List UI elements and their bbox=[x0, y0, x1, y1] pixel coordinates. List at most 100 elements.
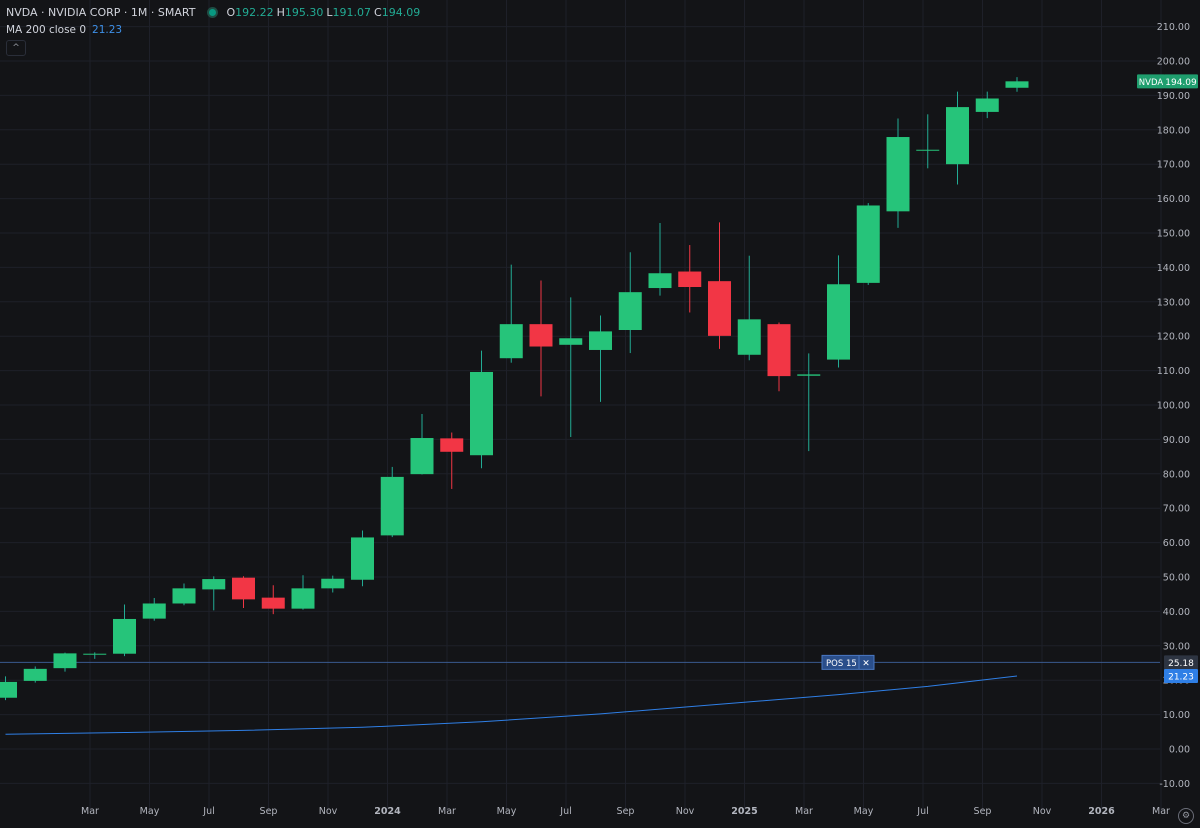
candle[interactable] bbox=[321, 575, 345, 593]
candle-body bbox=[559, 338, 583, 345]
candle-body bbox=[351, 537, 374, 580]
ma200-line bbox=[5, 675, 1018, 735]
candle[interactable] bbox=[618, 252, 642, 354]
candle[interactable] bbox=[559, 297, 583, 437]
candle[interactable] bbox=[291, 575, 315, 610]
time-tick-label: Mar bbox=[438, 806, 456, 817]
candle[interactable] bbox=[648, 223, 672, 296]
open-value: 192.22 bbox=[235, 6, 274, 19]
candle[interactable] bbox=[23, 666, 47, 683]
candle-body bbox=[23, 668, 47, 681]
chart-legend-header: NVDA · NVIDIA CORP · 1M · SMART O 192.22 … bbox=[6, 6, 423, 19]
price-tick-label: 170.00 bbox=[1157, 160, 1190, 171]
candle[interactable] bbox=[767, 322, 791, 392]
time-tick-label: Mar bbox=[81, 806, 99, 817]
candle[interactable] bbox=[708, 222, 731, 349]
last-price-label: NVDA 194.09 bbox=[1137, 74, 1198, 89]
candle[interactable] bbox=[0, 676, 17, 701]
candle-body bbox=[380, 476, 404, 536]
time-tick-label: 2026 bbox=[1088, 806, 1115, 817]
candle[interactable] bbox=[261, 585, 285, 615]
candle[interactable] bbox=[975, 91, 999, 119]
indicator-legend[interactable]: MA 200 close 0 21.23 bbox=[6, 24, 122, 36]
time-tick-label: Jul bbox=[916, 806, 928, 817]
open-label: O bbox=[226, 6, 236, 19]
time-tick-label: May bbox=[854, 806, 874, 817]
time-axis[interactable]: Mar May Jul Sep Nov 2024 Mar May Jul Sep Nov 2025 Ma… bbox=[81, 806, 1170, 817]
candle-body bbox=[827, 284, 850, 360]
candle-body bbox=[142, 603, 166, 619]
low-label: L bbox=[326, 6, 333, 19]
close-icon[interactable]: ✕ bbox=[862, 659, 870, 669]
candle[interactable] bbox=[946, 91, 969, 185]
candle[interactable] bbox=[529, 280, 553, 397]
candle-body bbox=[172, 588, 196, 604]
time-tick-label: Sep bbox=[617, 806, 635, 817]
symbol-title[interactable]: NVDA · NVIDIA CORP · 1M · SMART bbox=[6, 6, 196, 19]
candle-body bbox=[113, 618, 136, 654]
candle-body bbox=[53, 653, 77, 669]
candle-body bbox=[737, 319, 761, 355]
price-tick-label: 10.00 bbox=[1163, 710, 1190, 721]
price-labels: NVDA 194.09 25.18 21.23 bbox=[1137, 74, 1198, 683]
candle[interactable] bbox=[856, 203, 880, 285]
close-label: C bbox=[374, 6, 382, 19]
high-label: H bbox=[276, 6, 285, 19]
price-tick-label: 110.00 bbox=[1157, 366, 1190, 377]
candle[interactable] bbox=[380, 466, 404, 538]
candle-body bbox=[529, 324, 553, 347]
candle[interactable] bbox=[589, 315, 612, 402]
position-price-label: 25.18 bbox=[1164, 655, 1198, 670]
gear-icon[interactable]: ⚙ bbox=[1178, 808, 1194, 824]
close-value: 194.09 bbox=[381, 6, 421, 19]
candle[interactable] bbox=[916, 114, 940, 169]
candle-body bbox=[708, 281, 731, 336]
candle[interactable] bbox=[1005, 77, 1029, 92]
time-tick-label: 2024 bbox=[374, 806, 401, 817]
last-price-label-box bbox=[1164, 74, 1198, 89]
candle[interactable] bbox=[53, 652, 77, 672]
price-tick-label: 80.00 bbox=[1163, 469, 1190, 480]
candle-body bbox=[83, 653, 107, 655]
price-tick-label: 200.00 bbox=[1157, 57, 1190, 68]
candle-body bbox=[1005, 81, 1029, 88]
candle[interactable] bbox=[827, 255, 850, 368]
candle[interactable] bbox=[737, 255, 761, 361]
price-tick-label: 60.00 bbox=[1163, 538, 1190, 549]
price-tick-label: 190.00 bbox=[1157, 91, 1190, 102]
candle[interactable] bbox=[470, 350, 493, 469]
last-price-label-text: 194.09 bbox=[1165, 78, 1197, 88]
candle[interactable] bbox=[886, 118, 910, 228]
candle[interactable] bbox=[410, 413, 434, 475]
candle-body bbox=[232, 577, 255, 600]
last-price-label-symbol: NVDA bbox=[1139, 78, 1164, 88]
position-line[interactable]: POS 15 ✕ bbox=[0, 654, 1160, 670]
grid-lines bbox=[0, 0, 1162, 812]
low-value: 191.07 bbox=[332, 6, 372, 19]
position-qty: 15 bbox=[846, 659, 857, 669]
collapse-legend-button[interactable]: ^ bbox=[6, 40, 26, 56]
candle[interactable] bbox=[797, 353, 821, 452]
candle[interactable] bbox=[351, 530, 374, 587]
time-tick-label: Mar bbox=[795, 806, 813, 817]
candle[interactable] bbox=[202, 576, 226, 611]
indicator-label: MA 200 close 0 bbox=[6, 24, 87, 36]
time-tick-label: Mar bbox=[1152, 806, 1170, 817]
candle[interactable] bbox=[142, 597, 166, 621]
price-tick-label: 160.00 bbox=[1157, 194, 1190, 205]
price-tick-label: 50.00 bbox=[1163, 573, 1190, 584]
candle[interactable] bbox=[172, 583, 196, 606]
candle-body bbox=[767, 324, 791, 377]
price-tick-label: 140.00 bbox=[1157, 263, 1190, 274]
position-price-label-box bbox=[1164, 655, 1198, 670]
candle[interactable] bbox=[499, 264, 523, 363]
candle[interactable] bbox=[440, 432, 464, 489]
candle[interactable] bbox=[113, 604, 136, 657]
candles[interactable] bbox=[0, 77, 1029, 701]
candle[interactable] bbox=[232, 576, 255, 608]
candle[interactable] bbox=[83, 652, 107, 659]
candle[interactable] bbox=[678, 245, 702, 313]
ma-price-label-text: 21.23 bbox=[1168, 672, 1194, 682]
price-tick-label: 70.00 bbox=[1163, 504, 1190, 515]
